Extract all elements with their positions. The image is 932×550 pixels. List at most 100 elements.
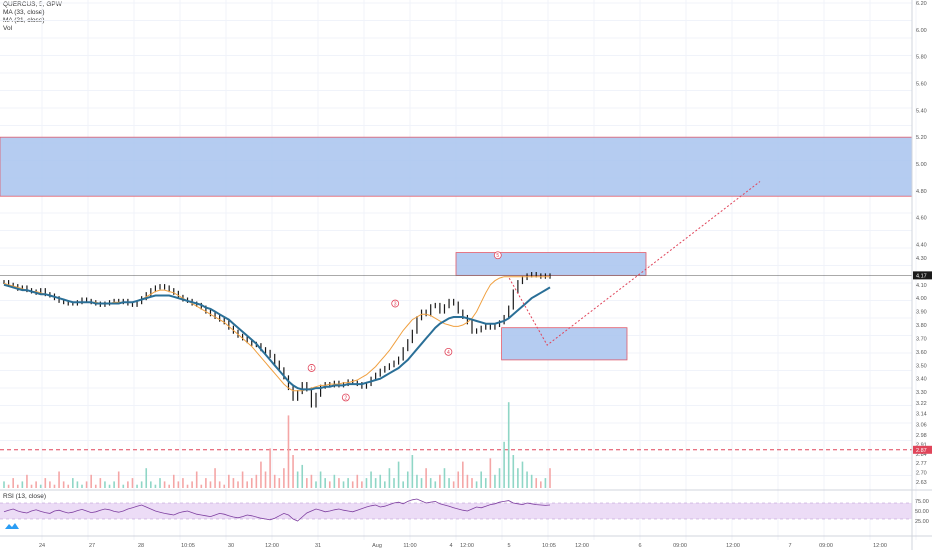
y-tick-label: 5.80	[916, 55, 927, 61]
volume-bar	[81, 484, 83, 488]
volume-bar	[489, 458, 492, 488]
volume-bar	[379, 474, 382, 488]
volume-bar	[503, 441, 505, 488]
volume-bar	[12, 478, 14, 488]
volume-bar	[16, 484, 19, 488]
legend-symbol[interactable]: QUERCUS, 5, GPW	[3, 1, 62, 8]
y-tick-label: 2.91	[916, 442, 927, 448]
x-tick-label: 12:00	[460, 543, 474, 549]
volume-bar	[484, 478, 487, 488]
x-tick-label: 4	[449, 543, 452, 549]
volume-bar	[420, 478, 423, 488]
volume-bar	[429, 478, 432, 488]
y-tick-label: 3.06	[916, 422, 927, 428]
volume-bar	[53, 484, 56, 488]
y-tick-label: 5.40	[916, 108, 927, 114]
volume-bar	[283, 468, 285, 488]
projection-path	[508, 181, 761, 346]
volume-bar	[526, 471, 528, 488]
legend-volume[interactable]: Vol	[3, 25, 13, 32]
volume-bar	[530, 474, 533, 488]
volume-bar	[333, 474, 336, 488]
volume-bar	[21, 481, 24, 488]
volume-bar	[351, 481, 354, 488]
volume-bar	[39, 484, 42, 488]
volume-bar	[342, 481, 345, 488]
x-tick-label: 12:00	[265, 543, 279, 549]
rsi-tick-label: 75.00	[915, 499, 929, 505]
y-tick-label: 3.80	[916, 323, 927, 329]
volume-bar	[228, 474, 230, 488]
level-price-tag	[913, 445, 932, 454]
volume-bar	[90, 474, 92, 488]
wave-label-circle	[341, 393, 350, 402]
wave-label-1: 1	[310, 366, 313, 372]
volume-bar	[7, 484, 10, 488]
volume-bar	[278, 478, 281, 488]
y-tick-label: 6.00	[916, 28, 927, 34]
volume-bar	[425, 468, 427, 488]
volume-bar	[434, 481, 437, 488]
volume-bar	[388, 468, 391, 488]
wave-label-circle	[444, 347, 453, 356]
wave-label-4: 4	[447, 350, 450, 356]
tradingview-logo-icon[interactable]	[4, 521, 20, 531]
volume-bar	[471, 478, 473, 488]
volume-bar	[94, 484, 97, 488]
volume-bar	[214, 468, 216, 488]
volume-bar	[328, 481, 331, 488]
volume-bar	[154, 484, 157, 488]
volume-bar	[195, 471, 198, 488]
y-tick-label: 3.14	[916, 412, 927, 418]
volume-bar	[182, 478, 184, 488]
y-tick-label: 4.40	[916, 243, 927, 249]
volume-bar	[549, 468, 551, 488]
x-tick-label: 5	[507, 543, 510, 549]
y-tick-label: 3.40	[916, 377, 927, 383]
wave-label-3: 3	[394, 302, 397, 308]
volume-bar	[72, 478, 74, 488]
x-tick-label: 28	[138, 543, 144, 549]
volume-bar	[361, 481, 363, 488]
volume-bar	[397, 461, 400, 488]
volume-bar	[223, 484, 226, 488]
y-tick-label: 4.10	[916, 283, 927, 289]
volume-bar	[99, 478, 102, 488]
volume-bar	[535, 478, 538, 488]
volume-bar	[439, 474, 441, 488]
volume-bar	[264, 471, 267, 488]
y-tick-label: 2.77	[916, 461, 927, 467]
volume-bar	[306, 478, 308, 488]
volume-bar	[30, 484, 33, 488]
volume-bar	[452, 481, 455, 488]
rsi-legend[interactable]: RSI (13, close)	[3, 493, 46, 500]
y-tick-label: 3.22	[916, 401, 927, 407]
volume-bar	[315, 481, 317, 488]
rsi-tick-label: 50.00	[915, 509, 929, 515]
y-tick-label: 6.20	[916, 1, 927, 7]
upper-target-zone	[0, 136, 913, 197]
rsi-tick-label: 25.00	[915, 519, 929, 525]
volume-bar	[104, 481, 106, 488]
x-tick-label: 12:00	[575, 543, 589, 549]
volume-bar	[44, 478, 47, 488]
x-tick-label: 11:00	[403, 543, 416, 549]
volume-bar	[374, 478, 377, 488]
volume-bar	[296, 471, 299, 488]
y-tick-label: 5.20	[916, 135, 927, 141]
y-tick-label: 3.30	[916, 390, 927, 396]
volume-bar	[269, 448, 271, 488]
volume-bar	[466, 474, 469, 488]
y-tick-label: 5.60	[916, 82, 927, 88]
volume-bar	[172, 474, 175, 488]
resistance-zone	[455, 252, 647, 276]
volume-bar	[76, 481, 79, 488]
legend-ma-slow[interactable]: MA (33, close)	[3, 9, 45, 16]
x-tick-label: 10:05	[181, 543, 195, 549]
volume-bar	[209, 481, 212, 488]
volume-bar	[462, 461, 464, 488]
current-price-label: 4.17	[916, 273, 927, 279]
volume-bar	[186, 484, 189, 488]
x-tick-label: 12:00	[726, 543, 740, 549]
